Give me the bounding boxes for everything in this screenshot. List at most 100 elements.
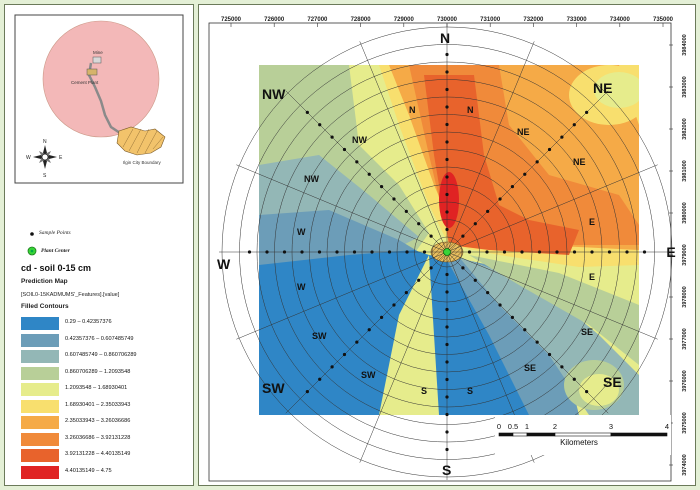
sample-point [392, 197, 396, 201]
radial-spoke [446, 164, 658, 253]
sample-point [335, 250, 339, 254]
sample-point [445, 307, 449, 312]
legend-swatch [21, 366, 59, 380]
sample-point [342, 352, 347, 357]
sample-point [405, 250, 409, 254]
sample-point [445, 377, 449, 382]
legend-class-row: 3.26036686 – 3.92131228 [21, 432, 193, 447]
inner-label-s1: S [421, 386, 427, 396]
sample-point-symbol [30, 232, 34, 236]
inner-label-se1: SE [581, 327, 593, 337]
cement-plant-shape [86, 68, 98, 76]
sample-point [445, 87, 449, 92]
sample-point [445, 447, 449, 452]
mine-shape [92, 56, 102, 64]
legend-swatch [21, 465, 59, 479]
y-tick-label: 3974000 [682, 454, 688, 475]
sample-point [379, 315, 384, 320]
y-tick-label: 3976000 [682, 370, 688, 391]
legend-class-label: 4.40135149 – 4.75 [65, 467, 112, 474]
y-tick-label: 3982000 [682, 118, 688, 139]
scale-label: 2 [553, 422, 557, 431]
sample-point [523, 328, 527, 332]
sample-point [318, 123, 322, 127]
scale-label: 4 [665, 422, 669, 431]
sample-point [607, 250, 612, 254]
x-tick-label: 732000 [523, 17, 544, 23]
x-tick-label: 729000 [394, 17, 415, 23]
y-tick-label: 3981000 [682, 160, 688, 181]
sample-point [486, 209, 490, 213]
dir-label-sw: SW [262, 380, 285, 396]
legend-class-label: 3.92131228 – 4.40135149 [65, 451, 131, 457]
legend-panel: Mine Cement Plant Ilgin City Boundary N … [4, 4, 194, 486]
y-tick-label: 3979000 [682, 244, 688, 265]
sample-point [247, 250, 252, 254]
sample-point [404, 209, 408, 213]
sample-point [523, 172, 527, 176]
city-boundary-shape [116, 126, 166, 156]
x-tick-label: 727000 [307, 17, 328, 23]
sample-point [461, 234, 465, 238]
sample-point [510, 184, 515, 189]
x-axis-ticks: 725000 726000 727000 728000 729000 730000 7310… [221, 17, 674, 27]
x-tick-label: 728000 [351, 17, 372, 23]
inset-label-mine: Mine [93, 50, 103, 55]
legend-class-label: 0.860706289 – 1.2093548 [65, 368, 131, 375]
radial-spoke [236, 164, 448, 253]
sample-point [445, 192, 449, 197]
sample-point [370, 250, 374, 254]
inner-label-n1: N [409, 105, 416, 115]
sample-points [247, 52, 647, 452]
legend-swatch [21, 449, 59, 462]
sample-point [572, 377, 576, 381]
sample-point [445, 342, 449, 347]
location-inset: Mine Cement Plant Ilgin City Boundary N … [14, 14, 184, 184]
sample-point [510, 315, 515, 320]
scale-label: 0 [497, 422, 501, 431]
sample-point [445, 227, 449, 232]
inset-compass: N S E W [26, 139, 63, 179]
sample-points-label: Sample Points [39, 230, 71, 236]
inner-label-ne1: NE [517, 127, 530, 137]
legend-class-row: 3.92131228 – 4.40135149 [21, 449, 193, 463]
radial-spoke [446, 90, 609, 253]
inner-label-sw1: SW [312, 331, 327, 341]
svg-text:W: W [26, 155, 31, 161]
legend-class-row: 0.860706289 – 1.2093548 [21, 366, 193, 381]
sample-point [379, 184, 384, 189]
y-axis-ticks: 3984000 3983000 3982000 3981000 3980000 39790… [669, 34, 688, 476]
sample-point [387, 250, 392, 254]
prediction-map-label: Prediction Map [21, 278, 68, 285]
legend-class-label: 1.2093548 – 1.68930401 [65, 385, 128, 391]
inset-label-cement-plant: Cement Plant [71, 80, 99, 85]
plant-center-symbol [27, 246, 37, 256]
sample-point [498, 197, 502, 201]
sample-point [572, 123, 576, 127]
dir-label-ne: NE [593, 80, 612, 96]
sample-point [429, 266, 433, 270]
sample-point [445, 430, 449, 434]
radial-spoke [236, 251, 448, 340]
legend-swatch [21, 317, 59, 330]
y-tick-label: 3975000 [682, 412, 688, 433]
radial-spoke [359, 41, 448, 253]
sample-point [498, 303, 502, 307]
dir-label-w: W [217, 256, 231, 272]
buffer-circle [42, 20, 160, 138]
sample-point [300, 250, 304, 254]
sample-point [305, 390, 309, 394]
svg-text:N: N [43, 139, 47, 145]
legend-swatch [21, 432, 59, 446]
dir-label-n: N [440, 30, 450, 46]
sample-point [473, 222, 477, 226]
inner-label-w1: W [297, 227, 306, 237]
sample-point [305, 110, 309, 114]
dir-label-e: E [666, 244, 675, 260]
y-tick-label: 3983000 [682, 76, 688, 97]
sample-point [318, 377, 322, 381]
inner-label-se2: SE [524, 363, 536, 373]
sample-point [445, 412, 449, 417]
inner-label-sw2: SW [361, 370, 376, 380]
legend-swatch [21, 399, 59, 413]
